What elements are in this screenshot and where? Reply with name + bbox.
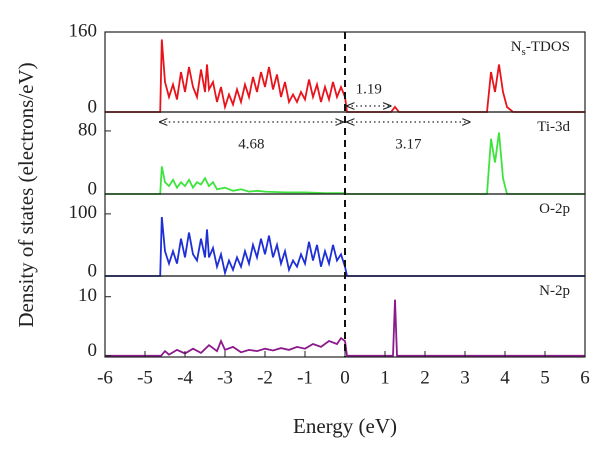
series-label-part: -TDOS bbox=[526, 39, 570, 55]
dos-line bbox=[105, 132, 585, 195]
x-tick-label: -3 bbox=[217, 367, 233, 388]
x-tick-label: -1 bbox=[297, 367, 313, 388]
x-tick-label: -6 bbox=[97, 367, 113, 388]
series-label: N-2p bbox=[539, 283, 570, 299]
y-tick-label: 0 bbox=[88, 178, 98, 199]
series-label: Ti-3d bbox=[537, 119, 570, 135]
y-tick-label: 80 bbox=[78, 119, 97, 140]
x-tick-label: 3 bbox=[460, 367, 470, 388]
gap-label: 1.19 bbox=[356, 81, 382, 97]
series-label-part: O-2p bbox=[539, 201, 570, 217]
x-tick-label: -4 bbox=[177, 367, 193, 388]
y-tick-label: 0 bbox=[88, 96, 98, 117]
series-label: O-2p bbox=[539, 201, 570, 217]
dos-line bbox=[105, 216, 585, 277]
dos-line bbox=[105, 299, 585, 357]
y-tick-label: 10 bbox=[78, 285, 97, 306]
y-axis-title: Density of states (electrons/eV) bbox=[14, 62, 38, 327]
y-tick-label: 0 bbox=[88, 340, 98, 361]
series-label-part: s bbox=[522, 46, 526, 58]
x-tick-label: 1 bbox=[380, 367, 390, 388]
y-tick-label: 0 bbox=[88, 260, 98, 281]
x-tick-label: 0 bbox=[340, 367, 350, 388]
x-tick-label: 4 bbox=[500, 367, 510, 388]
y-tick-label: 100 bbox=[69, 202, 98, 223]
series-label-part: Ti-3d bbox=[537, 119, 570, 135]
x-tick-label: 5 bbox=[540, 367, 550, 388]
x-axis-title: Energy (eV) bbox=[293, 414, 397, 438]
x-tick-label: 2 bbox=[420, 367, 430, 388]
series-label: Ns-TDOS bbox=[511, 39, 570, 57]
gap-label: 4.68 bbox=[238, 136, 264, 152]
gap-label: 3.17 bbox=[395, 136, 422, 152]
y-tick-label: 160 bbox=[69, 20, 98, 41]
series-label-part: N-2p bbox=[539, 283, 570, 299]
x-tick-label: 6 bbox=[580, 367, 590, 388]
series-label-part: N bbox=[511, 39, 522, 55]
x-tick-label: -2 bbox=[257, 367, 273, 388]
x-tick-label: -5 bbox=[137, 367, 153, 388]
